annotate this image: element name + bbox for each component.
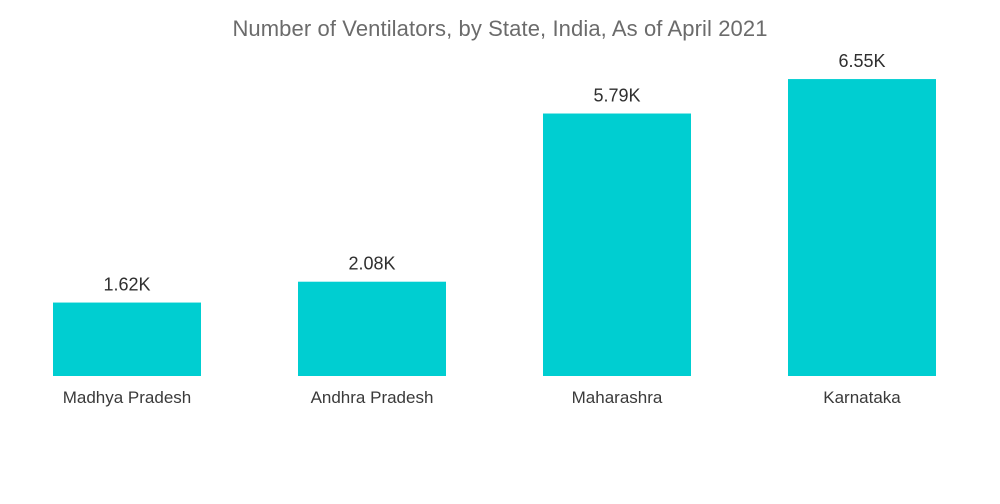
bar-madhya-pradesh (53, 302, 201, 376)
chart-title: Number of Ventilators, by State, India, … (232, 16, 768, 41)
category-labels-group: Madhya Pradesh Andhra Pradesh Maharashra Ka… (63, 388, 902, 407)
category-label-madhya-pradesh: Madhya Pradesh (63, 388, 192, 407)
value-label-madhya-pradesh: 1.62K (103, 275, 150, 295)
bars-group (53, 79, 936, 377)
value-labels-group: 1.62K 2.08K 5.79K 6.55K (103, 51, 885, 294)
category-label-karnataka: Karnataka (823, 388, 901, 407)
bar-maharashra (543, 113, 691, 377)
bar-karnataka (788, 79, 936, 377)
bar-andhra-pradesh (298, 281, 446, 376)
category-label-andhra-pradesh: Andhra Pradesh (311, 388, 434, 407)
value-label-maharashra: 5.79K (593, 86, 640, 106)
category-label-maharashra: Maharashra (572, 388, 663, 407)
value-label-andhra-pradesh: 2.08K (348, 254, 395, 274)
value-label-karnataka: 6.55K (838, 51, 885, 71)
